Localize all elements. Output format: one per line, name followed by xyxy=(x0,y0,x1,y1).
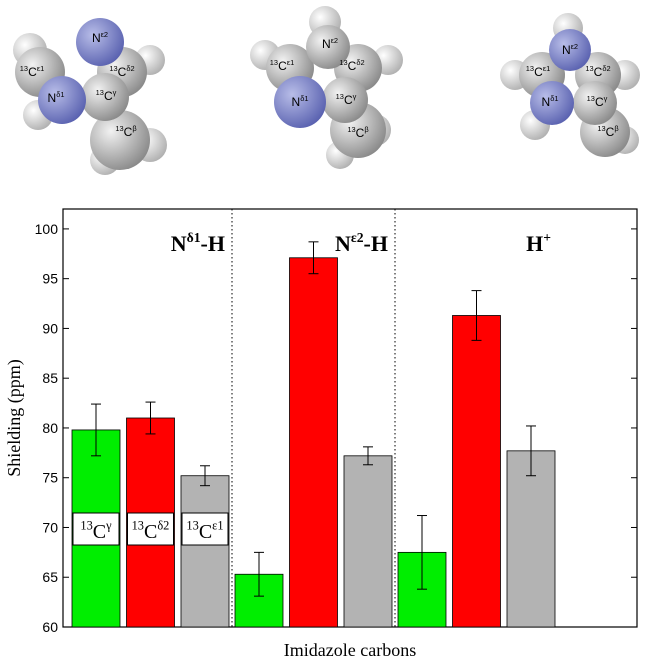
label-part: δ1 xyxy=(187,230,201,245)
label-part: C xyxy=(104,89,113,103)
label-part: C xyxy=(534,65,543,79)
label-part: 13 xyxy=(115,124,123,133)
bar xyxy=(507,451,555,627)
label-part: 13 xyxy=(186,519,198,533)
label-part: ε1 xyxy=(212,519,223,533)
label-part: δ2 xyxy=(126,64,134,73)
y-tick-label: 70 xyxy=(42,519,58,535)
label-part: γ xyxy=(353,92,357,101)
y-tick-label: 95 xyxy=(42,271,58,287)
label-part: -H xyxy=(201,231,225,256)
label: H+ xyxy=(526,230,551,256)
label-part: 13 xyxy=(132,519,144,533)
label-part: C xyxy=(124,125,133,139)
label-part: δ1 xyxy=(300,94,308,103)
bar xyxy=(344,456,392,627)
molecule-3 xyxy=(500,13,640,157)
label-part: C xyxy=(93,521,106,543)
molecule-1 xyxy=(13,18,167,175)
label: Nε2-H xyxy=(335,230,388,256)
label-part: N xyxy=(171,231,187,256)
label-part: 13 xyxy=(20,64,28,73)
label-part: δ1 xyxy=(550,94,558,103)
label-part: δ2 xyxy=(157,519,169,533)
label-part: γ xyxy=(113,88,117,97)
label-part: 13 xyxy=(526,64,534,73)
y-axis-title: Shielding (ppm) xyxy=(4,359,25,477)
label-part: 13 xyxy=(109,64,117,73)
y-tick-label: 100 xyxy=(35,221,59,237)
figure: Shielding (ppm) Imidazole carbons Nε213C… xyxy=(0,0,647,663)
y-tick-label: 90 xyxy=(42,320,58,336)
label-part: δ2 xyxy=(356,58,364,67)
label-part: γ xyxy=(604,94,608,103)
label-part: 13 xyxy=(347,125,355,134)
label-part: β xyxy=(364,125,368,134)
label-part: C xyxy=(348,59,357,73)
label-part: ε2 xyxy=(571,42,578,51)
label-part: N xyxy=(292,95,301,109)
label-part: β xyxy=(614,124,618,133)
label-part: N xyxy=(322,37,331,51)
bar xyxy=(290,258,338,627)
bar xyxy=(453,315,501,627)
label-part: β xyxy=(132,124,136,133)
label-part: γ xyxy=(105,519,112,533)
label-part: δ1 xyxy=(56,90,64,99)
y-tick-label: 65 xyxy=(42,569,58,585)
label-part: N xyxy=(335,231,351,256)
x-axis-title: Imidazole carbons xyxy=(284,640,416,660)
label-part: N xyxy=(542,95,551,109)
label-part: C xyxy=(28,65,37,79)
label-part: N xyxy=(92,31,101,45)
label: Nδ1-H xyxy=(171,230,225,256)
label-part: ε2 xyxy=(101,30,108,39)
label-part: 13 xyxy=(585,64,593,73)
label-part: ε2 xyxy=(351,230,364,245)
label-part: 13 xyxy=(339,58,347,67)
label-part: 13 xyxy=(80,519,92,533)
label-part: C xyxy=(118,65,127,79)
label-part: N xyxy=(562,43,571,57)
label-part: 13 xyxy=(96,88,104,97)
y-tick-label: 75 xyxy=(42,470,58,486)
label-part: C xyxy=(356,126,365,140)
label-part: C xyxy=(144,521,157,543)
label-part: C xyxy=(595,95,604,109)
label-part: ε1 xyxy=(543,64,550,73)
label-part: H xyxy=(526,231,543,256)
y-tick-label: 85 xyxy=(42,370,58,386)
label-part: C xyxy=(606,125,615,139)
label-part: 13 xyxy=(597,124,605,133)
molecule-2 xyxy=(250,6,403,169)
label-part: δ2 xyxy=(602,64,610,73)
label-part: 13 xyxy=(587,94,595,103)
label-part: 13 xyxy=(270,58,278,67)
label-part: ε2 xyxy=(331,36,338,45)
y-tick-label: 80 xyxy=(42,420,58,436)
label-part: C xyxy=(199,521,212,543)
label-part: N xyxy=(48,91,57,105)
label-part: ε1 xyxy=(37,64,44,73)
label-part: 13 xyxy=(336,92,344,101)
bar xyxy=(181,476,229,627)
label-part: C xyxy=(344,93,353,107)
label-part: ε1 xyxy=(287,58,294,67)
y-tick-label: 60 xyxy=(42,619,58,635)
label-part: C xyxy=(594,65,603,79)
label-part: -H xyxy=(364,231,388,256)
label-part: + xyxy=(543,230,551,245)
label-part: C xyxy=(278,59,287,73)
